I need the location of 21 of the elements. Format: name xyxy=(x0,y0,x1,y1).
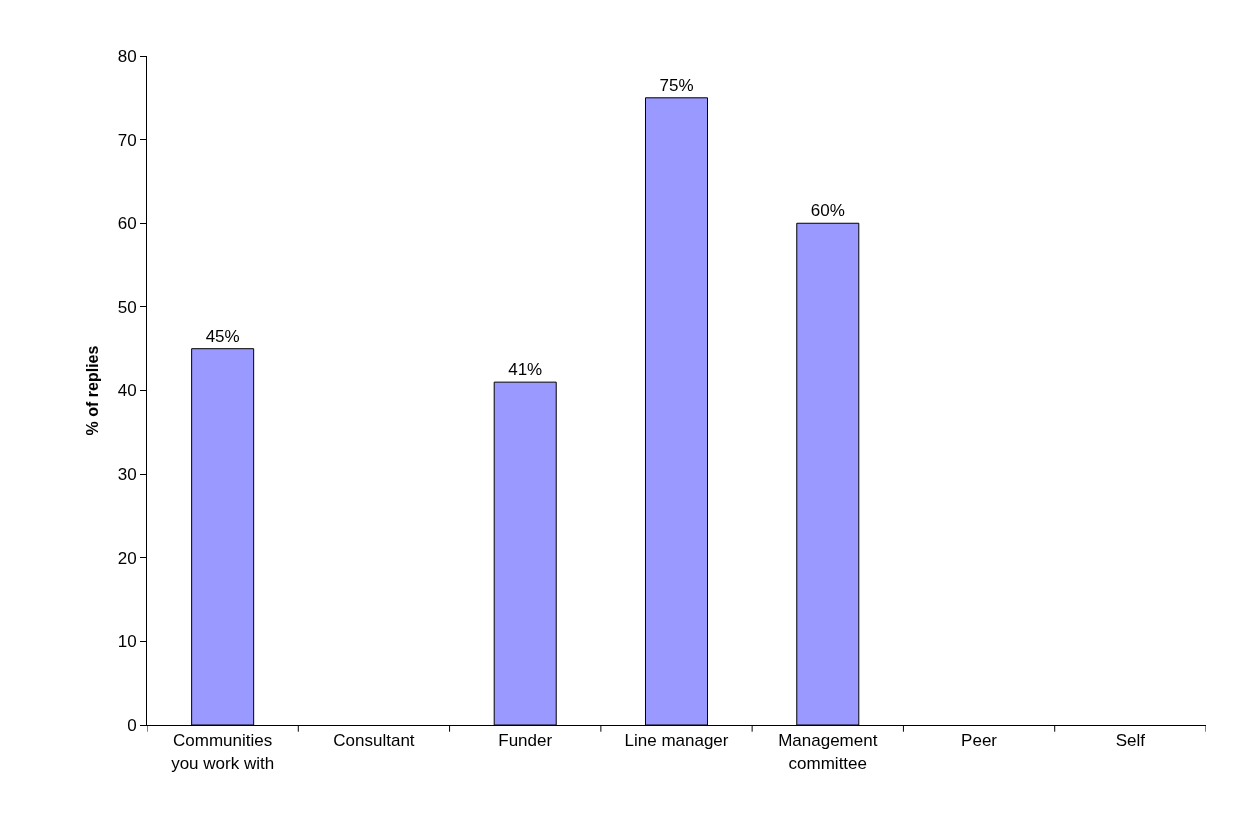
y-axis-title: % of replies xyxy=(83,345,101,436)
data-label: 41% xyxy=(508,360,543,380)
y-tick-label: 20 xyxy=(117,548,137,568)
y-tick-label: 70 xyxy=(117,130,137,150)
y-tick-label: 50 xyxy=(117,297,137,317)
data-label: 75% xyxy=(659,75,694,95)
y-tick-label: 10 xyxy=(117,632,137,652)
data-label: 45% xyxy=(205,326,240,346)
y-tick-label: 30 xyxy=(117,465,137,485)
y-tick-label: 80 xyxy=(117,46,137,66)
y-tick-label: 0 xyxy=(127,715,137,735)
y-tick-label: 60 xyxy=(117,214,137,234)
x-tick-label: Consultant xyxy=(333,731,415,751)
x-tick-label: Funder xyxy=(498,731,553,751)
x-tick-label: Self xyxy=(1115,731,1146,751)
x-tick-label: Peer xyxy=(961,731,998,751)
x-tick-label: Line manager xyxy=(624,731,729,751)
x-tick-label: Communities you work with xyxy=(171,731,275,773)
x-tick-label: Management committee xyxy=(778,731,878,773)
data-label: 60% xyxy=(810,201,845,221)
y-tick-label: 40 xyxy=(117,381,137,401)
